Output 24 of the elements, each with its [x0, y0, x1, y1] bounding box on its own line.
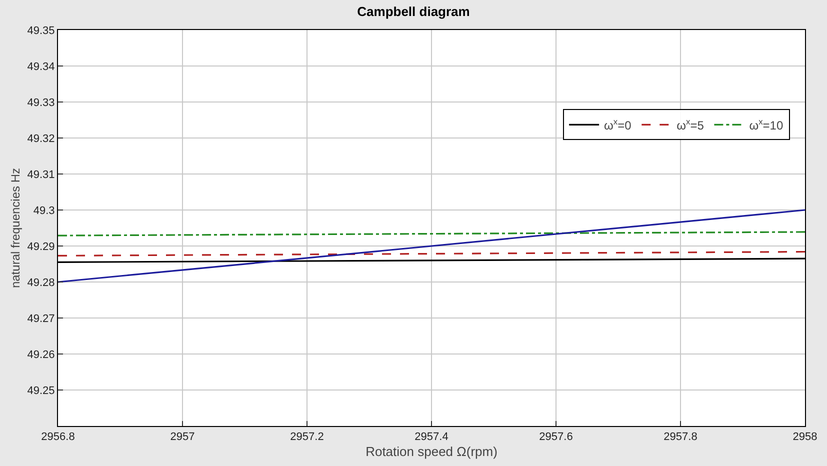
x-tick-label: 2957.4: [414, 431, 448, 444]
y-tick-label: 49.29: [27, 240, 55, 253]
chart-title: Campbell diagram: [357, 4, 470, 20]
y-tick-label: 49.33: [27, 96, 55, 109]
y-tick-label: 49.27: [27, 312, 55, 325]
y-tick-label: 49.28: [27, 276, 55, 289]
y-tick-label: 49.3: [33, 204, 55, 217]
legend-label: ω$^{x}$=0: [604, 116, 632, 132]
y-axis-title: natural frequencies Hz: [8, 168, 23, 288]
x-axis-title: Rotation speed Ω(rpm): [366, 444, 498, 459]
x-tick-label: 2958: [792, 431, 818, 444]
legend-label: ω$^{x}$=5: [676, 116, 704, 132]
x-tick-label: 2957: [170, 431, 195, 444]
y-tick-label: 49.26: [27, 348, 55, 361]
y-tick-label: 49.31: [27, 168, 55, 181]
x-tick-label: 2957.6: [539, 431, 573, 444]
x-tick-label: 2957.2: [290, 431, 324, 444]
y-tick-label: 49.34: [27, 60, 55, 73]
y-tick-label: 49.35: [27, 24, 55, 37]
x-tick-label: 2956.8: [41, 431, 75, 444]
y-tick-label: 49.25: [27, 384, 55, 397]
legend-label: ω$^{x}$=10: [749, 116, 784, 132]
x-tick-label: 2957.8: [664, 431, 698, 444]
y-tick-label: 49.32: [27, 132, 55, 145]
